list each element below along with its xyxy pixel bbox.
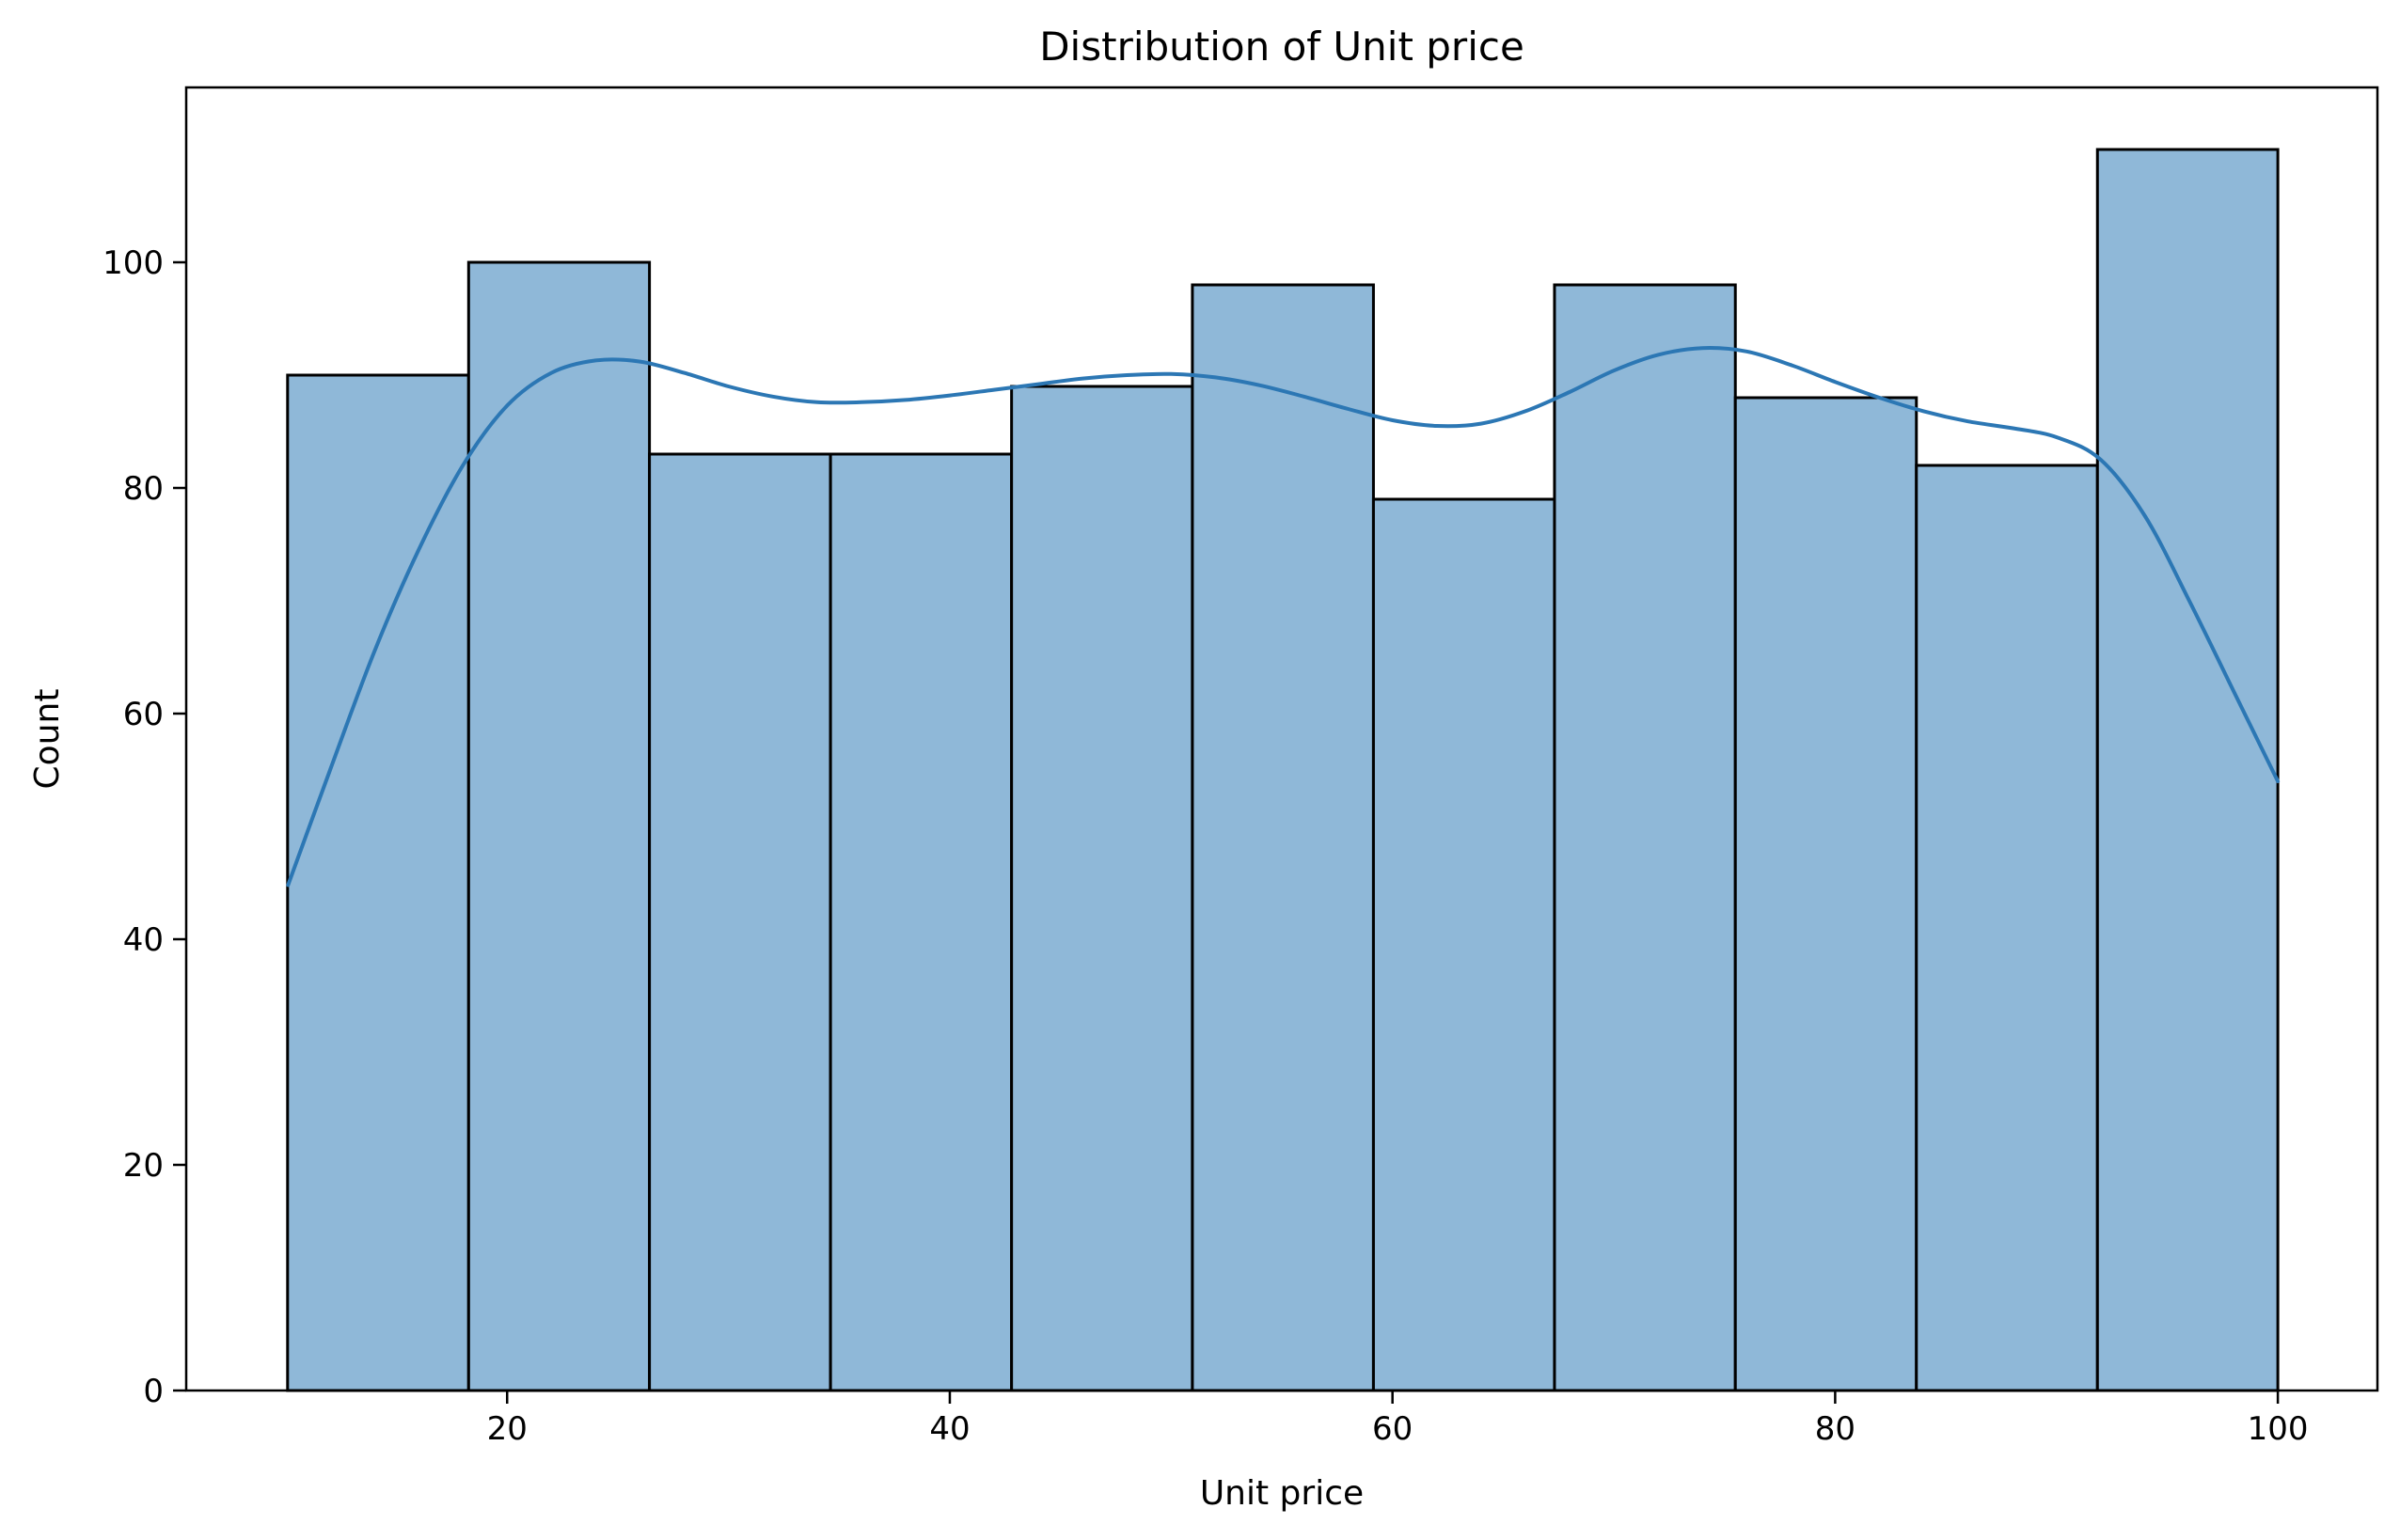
histogram-bar-11: [2095, 148, 2280, 1392]
histogram-bar-2: [466, 260, 652, 1392]
histogram-bar-1: [286, 373, 470, 1392]
x-tick-label-80: 80: [1815, 1410, 1855, 1448]
y-axis-label: Count: [28, 689, 67, 790]
y-axis-ticks: 0 20 40 60 80 100: [103, 244, 186, 1410]
x-tick-label-100: 100: [2248, 1410, 2309, 1448]
plot-area-frame: [184, 86, 2379, 1392]
y-tick-label-40: 40: [123, 921, 164, 959]
histogram-bar-4: [829, 452, 1014, 1392]
y-tick-label-60: 60: [123, 696, 164, 733]
y-tick-label-100: 100: [103, 244, 164, 282]
kde-curve: [286, 346, 2281, 888]
y-tick-label-20: 20: [123, 1147, 164, 1185]
histogram-bar-6: [1191, 283, 1375, 1392]
histogram-bars: [286, 148, 2280, 1392]
chart-title: Distribution of Unit price: [1039, 24, 1524, 70]
histogram-bar-8: [1553, 283, 1737, 1392]
histogram-bar-5: [1010, 385, 1194, 1392]
histogram-bar-10: [1915, 464, 2099, 1392]
x-tick-label-40: 40: [929, 1410, 970, 1448]
x-axis-ticks: 20 40 60 80 100: [487, 1391, 2309, 1448]
x-tick-label-20: 20: [487, 1410, 528, 1448]
x-tick-label-60: 60: [1372, 1410, 1413, 1448]
histogram-bar-9: [1733, 396, 1918, 1392]
histogram-bar-3: [648, 452, 832, 1392]
y-tick-label-80: 80: [123, 470, 164, 508]
histogram-bar-7: [1371, 497, 1556, 1392]
x-axis-label: Unit price: [1200, 1474, 1364, 1513]
y-tick-label-0: 0: [143, 1373, 164, 1410]
